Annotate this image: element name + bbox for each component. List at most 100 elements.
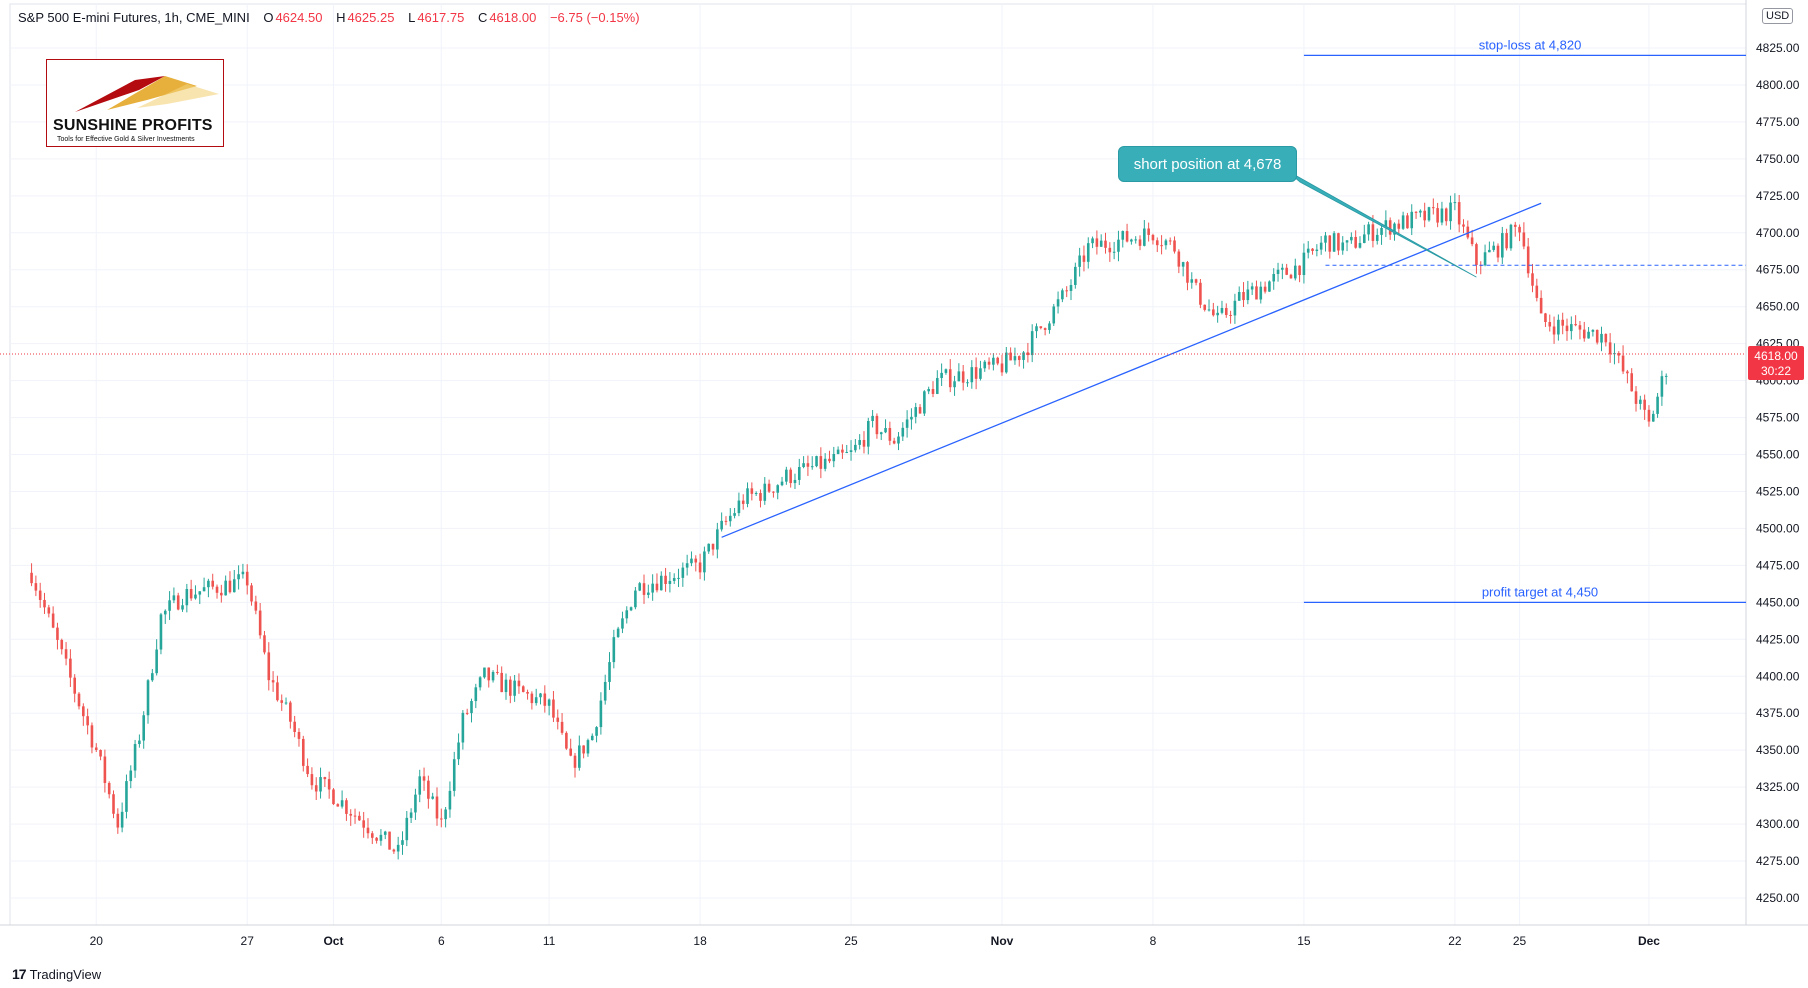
candle-body[interactable] xyxy=(569,748,572,756)
candle-body[interactable] xyxy=(608,662,611,682)
candle-body[interactable] xyxy=(1457,202,1461,225)
candle-body[interactable] xyxy=(1216,312,1219,316)
candle-body[interactable] xyxy=(1664,375,1668,377)
candle-body[interactable] xyxy=(1591,329,1595,332)
candle-body[interactable] xyxy=(254,601,258,611)
candle-body[interactable] xyxy=(948,369,952,388)
candle-body[interactable] xyxy=(1548,322,1552,327)
candle-body[interactable] xyxy=(1582,329,1586,339)
candle-body[interactable] xyxy=(910,416,913,420)
candle-body[interactable] xyxy=(1022,352,1025,360)
candle-body[interactable] xyxy=(1289,274,1293,279)
candle-body[interactable] xyxy=(1000,363,1004,373)
candle-body[interactable] xyxy=(452,759,456,791)
candle-body[interactable] xyxy=(565,732,568,749)
candle-body[interactable] xyxy=(780,481,784,486)
candle-body[interactable] xyxy=(103,756,107,783)
candle-body[interactable] xyxy=(677,577,680,579)
candle-body[interactable] xyxy=(1643,399,1646,410)
candle-body[interactable] xyxy=(504,679,508,693)
candle-body[interactable] xyxy=(1526,246,1530,274)
candle-body[interactable] xyxy=(1552,326,1556,335)
candle-body[interactable] xyxy=(1160,245,1163,247)
candle-body[interactable] xyxy=(1587,331,1590,339)
candle-body[interactable] xyxy=(332,789,335,805)
candle-body[interactable] xyxy=(405,817,409,841)
candle-body[interactable] xyxy=(314,785,318,792)
candle-body[interactable] xyxy=(1578,325,1582,330)
candle-body[interactable] xyxy=(1436,208,1439,223)
candle-body[interactable] xyxy=(763,483,767,501)
candle-body[interactable] xyxy=(388,831,391,850)
candle-body[interactable] xyxy=(1574,324,1577,326)
candle-body[interactable] xyxy=(1513,224,1517,227)
candle-body[interactable] xyxy=(534,697,538,704)
candle-body[interactable] xyxy=(944,369,948,373)
candle-body[interactable] xyxy=(1660,376,1664,397)
candle-body[interactable] xyxy=(1444,208,1448,222)
candle-body[interactable] xyxy=(496,671,499,673)
candle-body[interactable] xyxy=(1647,409,1651,422)
candle-body[interactable] xyxy=(690,558,693,564)
candle-body[interactable] xyxy=(1237,292,1241,301)
candle-body[interactable] xyxy=(392,849,396,852)
candle-body[interactable] xyxy=(966,382,969,384)
candle-body[interactable] xyxy=(77,693,81,707)
candle-body[interactable] xyxy=(720,520,723,530)
candle-body[interactable] xyxy=(716,529,719,550)
candle-body[interactable] xyxy=(133,744,137,771)
candle-body[interactable] xyxy=(478,677,482,688)
candle-body[interactable] xyxy=(1220,307,1224,313)
candle-body[interactable] xyxy=(444,809,447,820)
candle-body[interactable] xyxy=(871,415,874,422)
candle-body[interactable] xyxy=(1483,252,1487,266)
candle-body[interactable] xyxy=(418,776,422,795)
candle-body[interactable] xyxy=(1561,319,1564,326)
candle-body[interactable] xyxy=(1651,413,1655,422)
candle-body[interactable] xyxy=(539,693,542,698)
candle-body[interactable] xyxy=(1186,262,1189,283)
candle-body[interactable] xyxy=(509,679,512,696)
candle-body[interactable] xyxy=(1462,224,1465,227)
candle-body[interactable] xyxy=(151,673,154,681)
candle-body[interactable] xyxy=(513,680,516,696)
candle-body[interactable] xyxy=(1207,309,1211,311)
candle-body[interactable] xyxy=(107,782,111,795)
candle-body[interactable] xyxy=(1242,292,1245,301)
candle-body[interactable] xyxy=(258,610,262,636)
candle-body[interactable] xyxy=(1082,255,1086,262)
candle-body[interactable] xyxy=(703,551,706,573)
candle-body[interactable] xyxy=(638,583,642,591)
candle-body[interactable] xyxy=(1065,290,1068,292)
candle-body[interactable] xyxy=(1453,202,1457,204)
candle-body[interactable] xyxy=(1061,290,1064,300)
candle-body[interactable] xyxy=(327,779,331,790)
candle-body[interactable] xyxy=(1565,325,1569,332)
candle-body[interactable] xyxy=(1427,207,1431,221)
candle-body[interactable] xyxy=(1315,249,1319,252)
candle-body[interactable] xyxy=(1393,223,1396,235)
candle-body[interactable] xyxy=(1009,352,1012,361)
candle-body[interactable] xyxy=(616,628,620,638)
candle-body[interactable] xyxy=(168,600,171,611)
candle-body[interactable] xyxy=(521,686,525,692)
candle-body[interactable] xyxy=(1078,255,1081,267)
candle-body[interactable] xyxy=(664,575,667,584)
candle-body[interactable] xyxy=(1358,243,1362,248)
candle-body[interactable] xyxy=(1350,236,1353,241)
candle-body[interactable] xyxy=(34,583,38,591)
candle-body[interactable] xyxy=(1048,323,1051,330)
candle-body[interactable] xyxy=(483,667,486,678)
candle-body[interactable] xyxy=(931,388,935,394)
candle-body[interactable] xyxy=(1173,240,1176,252)
candle-body[interactable] xyxy=(194,594,197,599)
candle-body[interactable] xyxy=(711,543,715,550)
candle-body[interactable] xyxy=(336,804,340,807)
candle-body[interactable] xyxy=(125,781,128,812)
candle-body[interactable] xyxy=(1496,245,1500,258)
candle-body[interactable] xyxy=(228,580,232,593)
candle-body[interactable] xyxy=(401,840,404,845)
candle-body[interactable] xyxy=(849,450,853,453)
candle-body[interactable] xyxy=(358,815,361,821)
